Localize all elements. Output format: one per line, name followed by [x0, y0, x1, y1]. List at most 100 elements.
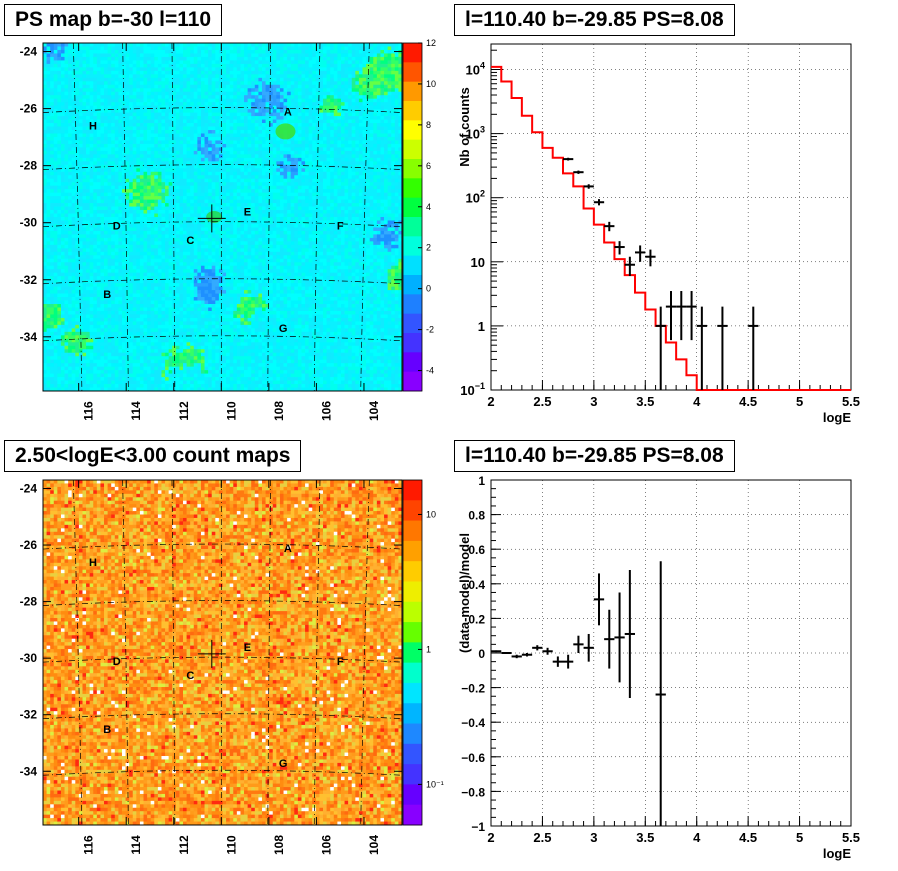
graticule-lon-line	[267, 479, 272, 826]
model-step-line	[491, 65, 851, 391]
ps-map-frame	[42, 42, 403, 392]
y-tick-label: -34	[20, 764, 38, 778]
colorbar-tick-label: -2	[426, 325, 434, 335]
x-tick-label: 114	[129, 401, 143, 421]
source-label: D	[113, 221, 121, 233]
x-tick-label: 3	[590, 394, 597, 409]
graticule-lon-line	[122, 42, 129, 392]
source-label: C	[186, 235, 194, 247]
graticule-lon-line	[122, 479, 129, 826]
y-tick-label: 10	[471, 255, 485, 270]
count-map-title: 2.50<logE<3.00 count maps	[4, 440, 302, 472]
source-label: D	[113, 656, 121, 668]
graticule-lon-line	[72, 42, 83, 392]
x-tick-label: 3.5	[636, 830, 654, 845]
colorbar-tick-label: 10	[426, 79, 436, 89]
residual-plot: 2 2.5 3 3.5 4 4.5 5 5.5 1 0.8 0.6 0.4 0.2 0 −0.2 −0.4 −0…	[457, 474, 860, 861]
colorbar-cell	[403, 703, 422, 724]
colorbar-cell	[403, 540, 422, 562]
x-tick-label: 106	[319, 835, 333, 855]
colorbar-tick-label: 6	[426, 161, 431, 171]
y-tick-label: -30	[20, 216, 38, 230]
colorbar-cell	[403, 352, 422, 373]
colorbar-cell	[403, 275, 422, 295]
colorbar-cell	[403, 500, 422, 521]
x-tick-label: 104	[367, 401, 381, 421]
x-tick-label: 116	[82, 401, 96, 421]
colorbar-tick-label: 8	[426, 120, 431, 130]
source-label: F	[337, 656, 344, 668]
x-tick-label: 5	[796, 394, 803, 409]
x-tick-label: 114	[129, 835, 143, 855]
colorbar-cell	[403, 197, 422, 218]
graticule-lon-line	[171, 479, 176, 826]
y-tick-label: −0.6	[461, 751, 485, 765]
source-label: A	[284, 543, 292, 555]
y-tick-label: −0.2	[461, 682, 485, 696]
y-tick-label: -32	[20, 273, 38, 287]
y-tick-label: 10−1	[460, 381, 485, 398]
graticule-lon-line	[171, 42, 176, 392]
colorbar-tick-label: 10⁻¹	[426, 779, 444, 789]
colorbar-tick-label: 0	[426, 284, 431, 294]
source-label: H	[89, 557, 97, 569]
colorbar-cell	[403, 662, 422, 684]
colorbar-cell	[403, 784, 422, 806]
x-tick-label: 2	[487, 394, 494, 409]
x-tick-label: 108	[272, 835, 286, 855]
colorbar-cell	[403, 81, 422, 102]
x-tick-label: 112	[177, 835, 191, 855]
x-axis-label: logE	[823, 846, 851, 861]
spectrum-title: l=110.40 b=-29.85 PS=8.08	[454, 4, 735, 36]
x-tick-label: 5.5	[842, 394, 860, 409]
colorbar-tick-label: 1	[426, 644, 431, 654]
graticule-lon-line	[313, 42, 321, 392]
source-label: B	[103, 724, 111, 736]
source-label: H	[89, 121, 97, 133]
y-tick-label: -28	[20, 159, 38, 173]
y-tick-label: -30	[20, 651, 38, 665]
colorbar-cell	[403, 764, 422, 785]
count-map-frame	[42, 479, 403, 826]
source-label: A	[284, 106, 292, 118]
colorbar-tick-label: -4	[426, 366, 434, 376]
x-tick-label: 4	[693, 394, 701, 409]
colorbar	[402, 479, 423, 826]
colorbar-cell	[403, 601, 422, 623]
source-label: E	[244, 206, 251, 218]
colorbar-cell	[403, 561, 422, 582]
x-tick-label: 112	[177, 401, 191, 421]
colorbar-cell	[403, 642, 422, 664]
colorbar-tick-label: 12	[426, 38, 436, 48]
x-tick-label: 2.5	[533, 830, 551, 845]
colorbar-cell	[403, 723, 422, 745]
y-tick-label: 0.8	[468, 509, 485, 523]
y-tick-label: 0.2	[468, 612, 485, 626]
colorbar-cell	[403, 622, 422, 643]
y-tick-label: −0.8	[461, 785, 485, 799]
source-label: F	[337, 221, 344, 233]
x-tick-label: 3.5	[636, 394, 654, 409]
colorbar-tick-label: 10	[426, 509, 436, 519]
colorbar-cell	[403, 804, 422, 826]
y-tick-label: 102	[466, 189, 485, 206]
colorbar-cell	[403, 101, 422, 121]
y-tick-label: −1	[471, 820, 485, 834]
colorbar-cell	[403, 743, 422, 765]
source-label: G	[279, 758, 288, 770]
y-tick-label: −0.4	[461, 716, 485, 730]
x-tick-label: 104	[367, 835, 381, 855]
source-label: B	[103, 289, 111, 301]
y-tick-label: 0.4	[468, 578, 485, 592]
colorbar	[402, 42, 423, 392]
y-axis-label: Nb of counts	[457, 87, 472, 166]
colorbar-cell	[403, 62, 422, 83]
colorbar-cell	[403, 43, 422, 63]
source-label: G	[279, 323, 288, 335]
colorbar-cell	[403, 371, 422, 392]
x-tick-label: 106	[319, 401, 333, 421]
x-tick-label: 4.5	[739, 830, 757, 845]
